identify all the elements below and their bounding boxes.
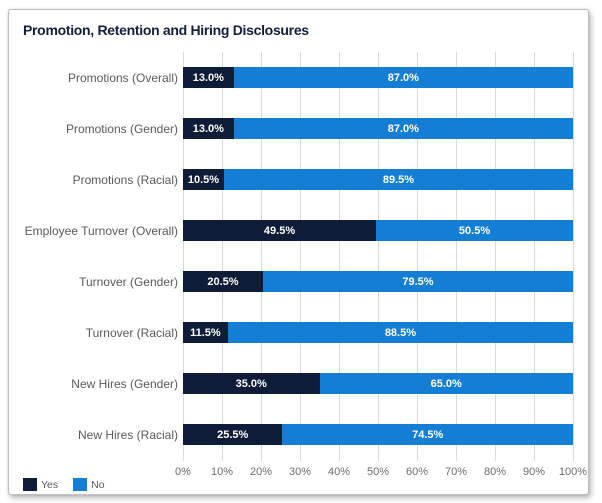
category-label: New Hires (Racial)	[77, 427, 178, 442]
category-label: Turnover (Gender)	[79, 274, 178, 289]
chart-rows: Promotions (Overall) 13.0% 87.0% Promoti…	[9, 52, 574, 460]
chart-title: Promotion, Retention and Hiring Disclosu…	[23, 22, 309, 38]
bar-segment-yes: 35.0%	[183, 373, 320, 394]
category-label: New Hires (Gender)	[71, 376, 178, 391]
chart-legend: Yes No	[23, 478, 105, 491]
bar-segment-no: 79.5%	[262, 271, 573, 292]
gridline	[456, 52, 457, 461]
bar-segment-no: 87.0%	[233, 118, 573, 139]
chart-row-employee-turnover-overall: Employee Turnover (Overall) 49.5% 50.5%	[9, 205, 574, 256]
gridline	[573, 52, 574, 461]
x-tick-label: 30%	[288, 466, 312, 478]
bar-value-label: 50.5%	[458, 224, 491, 237]
category-label: Turnover (Racial)	[85, 325, 178, 340]
bar-value-label: 35.0%	[235, 377, 267, 390]
x-tick-label: 60%	[405, 466, 429, 478]
gridline	[378, 52, 379, 461]
bar-segment-yes: 11.5%	[183, 322, 228, 343]
bar-value-label: 25.5%	[217, 428, 249, 441]
category-label: Promotions (Overall)	[67, 70, 178, 85]
x-tick-label: 40%	[327, 466, 351, 478]
gridline	[183, 52, 184, 461]
chart-row-promotions-gender: Promotions (Gender) 13.0% 87.0%	[9, 103, 574, 154]
chart-row-new-hires-racial: New Hires (Racial) 25.5% 74.5%	[9, 409, 574, 460]
category-label: Promotions (Racial)	[72, 172, 178, 187]
legend-item-yes: Yes	[23, 478, 58, 491]
gridline	[339, 52, 340, 461]
bar-segment-yes: 13.0%	[183, 67, 234, 88]
bar-track: 10.5% 89.5%	[183, 169, 573, 190]
bar-track: 25.5% 74.5%	[183, 424, 573, 445]
bar-value-label: 87.0%	[387, 71, 419, 84]
chart-row-promotions-overall: Promotions (Overall) 13.0% 87.0%	[9, 52, 574, 103]
chart-row-turnover-racial: Turnover (Racial) 11.5% 88.5%	[9, 307, 574, 358]
gridline	[222, 52, 223, 461]
bar-value-label: 11.5%	[190, 326, 221, 339]
x-tick-label: 20%	[249, 466, 273, 478]
bar-value-label: 79.5%	[402, 275, 434, 288]
bar-segment-no: 50.5%	[376, 220, 573, 241]
bar-value-label: 88.5%	[384, 326, 417, 339]
bar-value-label: 74.5%	[412, 428, 444, 441]
bar-segment-yes: 20.5%	[183, 271, 263, 292]
chart-row-promotions-racial: Promotions (Racial) 10.5% 89.5%	[9, 154, 574, 205]
bar-segment-no: 65.0%	[319, 373, 573, 394]
gridlines	[183, 52, 574, 461]
bar-track: 35.0% 65.0%	[183, 373, 573, 394]
bar-track: 49.5% 50.5%	[183, 220, 573, 241]
bar-track: 20.5% 79.5%	[183, 271, 573, 292]
legend-swatch-yes	[23, 478, 37, 491]
bar-value-label: 89.5%	[382, 173, 415, 186]
bar-value-label: 13.0%	[192, 71, 224, 84]
bar-segment-no: 74.5%	[282, 424, 573, 445]
x-tick-label: 70%	[444, 466, 468, 478]
x-tick-label: 10%	[210, 466, 234, 478]
bar-track: 13.0% 87.0%	[183, 67, 573, 88]
x-tick-label: 0%	[175, 466, 191, 478]
legend-swatch-no	[73, 478, 88, 491]
bar-value-label: 13.0%	[192, 122, 224, 135]
gridline	[261, 52, 262, 461]
bar-value-label: 20.5%	[207, 275, 239, 288]
bar-value-label: 87.0%	[387, 122, 419, 135]
gridline	[417, 52, 418, 461]
bar-value-label: 49.5%	[263, 224, 296, 237]
chart-card: Promotion, Retention and Hiring Disclosu…	[8, 9, 589, 495]
x-tick-label: 90%	[522, 466, 546, 478]
legend-label-no: No	[91, 478, 105, 491]
bar-track: 13.0% 87.0%	[183, 118, 573, 139]
bar-segment-no: 88.5%	[227, 322, 573, 343]
gridline	[300, 52, 301, 461]
x-tick-label: 100%	[558, 466, 588, 478]
gridline	[534, 52, 535, 461]
bar-track: 11.5% 88.5%	[183, 322, 573, 343]
chart-row-new-hires-gender: New Hires (Gender) 35.0% 65.0%	[9, 358, 574, 409]
x-tick-label: 50%	[366, 466, 390, 478]
bar-segment-no: 87.0%	[233, 67, 573, 88]
bar-segment-yes: 10.5%	[183, 169, 224, 190]
legend-label-yes: Yes	[41, 478, 59, 491]
bar-segment-yes: 49.5%	[183, 220, 377, 241]
legend-item-no: No	[73, 478, 105, 491]
x-tick-label: 80%	[483, 466, 507, 478]
gridline	[495, 52, 496, 461]
bar-value-label: 65.0%	[430, 377, 462, 390]
bar-segment-yes: 13.0%	[183, 118, 234, 139]
category-label: Promotions (Gender)	[65, 121, 178, 136]
bar-segment-no: 89.5%	[223, 169, 573, 190]
x-axis: 0% 10% 20% 30% 40% 50% 60% 70% 80% 90% 1…	[175, 466, 587, 480]
category-label: Employee Turnover (Overall)	[24, 223, 178, 238]
bar-segment-yes: 25.5%	[183, 424, 283, 445]
chart-row-turnover-gender: Turnover (Gender) 20.5% 79.5%	[9, 256, 574, 307]
bar-value-label: 10.5%	[187, 173, 220, 186]
